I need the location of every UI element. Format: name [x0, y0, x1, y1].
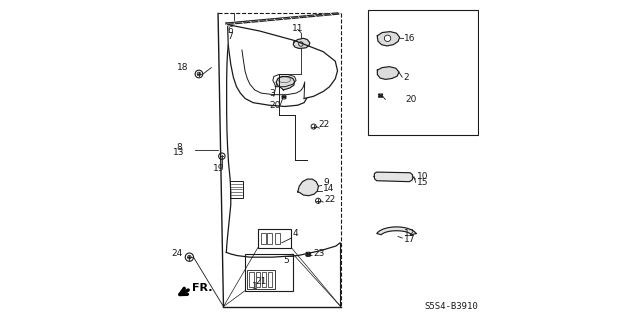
Text: 6: 6	[227, 27, 233, 36]
Text: 22: 22	[319, 120, 330, 129]
Text: FR.: FR.	[192, 283, 212, 293]
Text: 23: 23	[313, 249, 324, 258]
Text: 21: 21	[255, 277, 267, 286]
Text: 8: 8	[176, 143, 182, 152]
Polygon shape	[276, 76, 294, 90]
Text: 2: 2	[403, 73, 409, 82]
Polygon shape	[378, 67, 399, 79]
Polygon shape	[298, 179, 319, 196]
Text: 11: 11	[292, 24, 303, 33]
Text: 4: 4	[293, 229, 298, 238]
Text: 1: 1	[252, 282, 258, 291]
Text: 24: 24	[172, 250, 183, 259]
Polygon shape	[378, 32, 399, 46]
Text: 9: 9	[323, 179, 329, 188]
Bar	[230, 181, 243, 198]
Bar	[368, 10, 477, 134]
Bar	[268, 272, 272, 287]
Bar	[249, 272, 253, 287]
Text: 19: 19	[213, 164, 225, 173]
Bar	[261, 233, 266, 244]
Text: 20: 20	[269, 101, 280, 110]
Text: 20: 20	[405, 95, 417, 104]
Text: 7: 7	[227, 32, 233, 41]
Circle shape	[188, 255, 191, 259]
Polygon shape	[374, 172, 413, 182]
Bar	[262, 272, 266, 287]
Polygon shape	[226, 13, 339, 25]
Polygon shape	[377, 227, 416, 235]
Circle shape	[197, 72, 201, 76]
Bar	[245, 254, 293, 291]
Text: 15: 15	[417, 178, 429, 187]
Text: 22: 22	[324, 195, 336, 204]
Text: 18: 18	[177, 63, 188, 72]
Text: 16: 16	[403, 34, 415, 43]
Text: 10: 10	[417, 172, 429, 181]
Text: 14: 14	[323, 184, 335, 193]
Bar	[246, 270, 275, 289]
Text: 13: 13	[173, 148, 185, 157]
Circle shape	[385, 35, 391, 42]
Polygon shape	[293, 38, 310, 49]
Bar	[275, 233, 280, 244]
Bar	[255, 272, 260, 287]
Text: 17: 17	[403, 235, 415, 244]
Text: 12: 12	[403, 229, 415, 238]
Text: 5: 5	[284, 256, 289, 265]
Bar	[268, 233, 272, 244]
Text: 3: 3	[269, 89, 275, 98]
Text: S5S4-B3910: S5S4-B3910	[424, 302, 477, 311]
Bar	[258, 228, 291, 248]
